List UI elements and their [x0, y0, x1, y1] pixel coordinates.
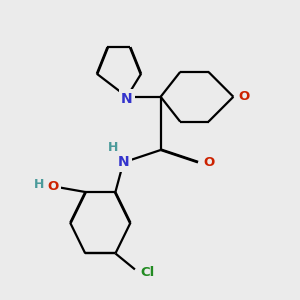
Text: O: O — [238, 90, 250, 103]
Text: O: O — [203, 156, 214, 169]
Text: H: H — [34, 178, 44, 191]
Text: O: O — [48, 180, 59, 193]
Text: N: N — [118, 155, 129, 170]
Text: N: N — [121, 92, 133, 106]
Text: Cl: Cl — [140, 266, 154, 280]
Text: H: H — [108, 141, 118, 154]
